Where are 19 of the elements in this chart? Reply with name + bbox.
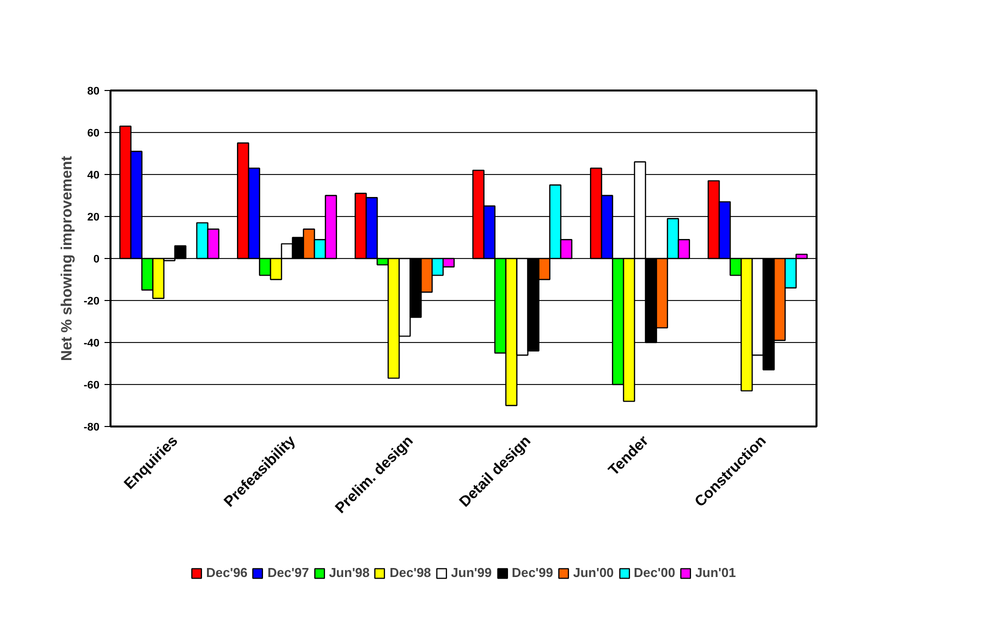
y-tick-label: -40 <box>84 338 100 350</box>
legend-label: Dec'96 <box>206 565 248 580</box>
legend-label: Dec'99 <box>512 565 554 580</box>
legend-label: Dec'98 <box>390 565 432 580</box>
legend-label: Jun'98 <box>328 565 370 580</box>
legend-label: Dec'00 <box>634 565 676 580</box>
y-tick-label: 80 <box>87 86 100 98</box>
legend-label: Jun'99 <box>451 565 492 580</box>
y-tick-label: 0 <box>93 254 100 266</box>
y-tick-label: -80 <box>84 422 100 434</box>
legend-label: Jun'01 <box>695 565 736 580</box>
legend-label: Jun'00 <box>573 565 614 580</box>
y-tick-label: -20 <box>84 296 100 308</box>
y-tick-label: 20 <box>87 212 100 224</box>
y-tick-label: 60 <box>87 128 100 140</box>
y-tick-label: -60 <box>84 380 100 392</box>
legend-label: Dec'97 <box>268 565 309 580</box>
y-axis-title: Net % showing improvement <box>58 156 76 362</box>
y-tick-label: 40 <box>87 170 100 182</box>
